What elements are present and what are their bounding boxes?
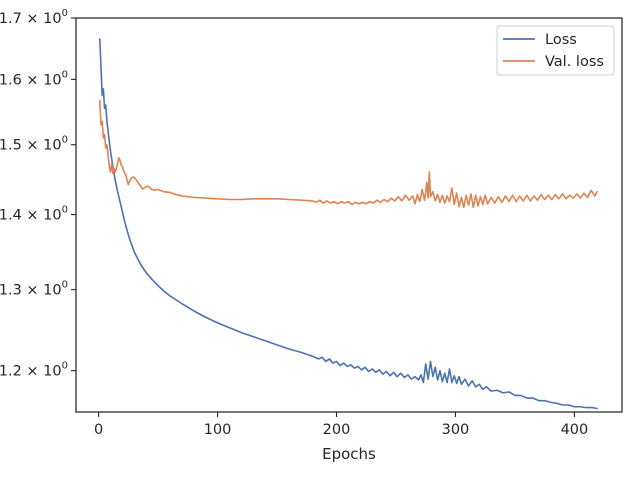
x-tick-label: 0: [94, 422, 103, 438]
y-tick-label-exponent: 0: [62, 69, 68, 80]
series-line-val-loss: [98, 99, 598, 209]
y-tick-label-exponent: 0: [62, 280, 68, 291]
y-tick-label-base: 1.4 × 10: [0, 208, 62, 224]
y-tick-label-base: 1.3 × 10: [0, 283, 62, 299]
y-tick-label-exponent: 0: [62, 135, 68, 146]
x-tick-label: 100: [204, 422, 232, 438]
y-tick-label-base: 1.5 × 10: [0, 138, 62, 154]
series-line-loss: [98, 38, 598, 410]
x-axis-label: Epochs: [322, 445, 376, 463]
y-tick-label: 1.6 × 100: [0, 69, 68, 88]
legend-label: Val. loss: [545, 54, 604, 70]
series-layer: [98, 38, 598, 410]
x-tick-label: 300: [442, 422, 470, 438]
y-tick-label-base: 1.6 × 10: [0, 72, 62, 88]
y-tick-label-exponent: 0: [62, 361, 68, 372]
legend: Loss Val. loss: [496, 25, 615, 76]
x-tick-label: 400: [561, 422, 589, 438]
y-tick-label: 1.3 × 100: [0, 280, 68, 299]
x-axis: 0 100 200 300 400: [94, 412, 588, 438]
x-tick-label: 200: [323, 422, 351, 438]
y-tick-label: 1.2 × 100: [0, 361, 68, 380]
y-tick-label-exponent: 0: [62, 8, 68, 19]
y-tick-label: 1.5 × 100: [0, 135, 68, 154]
y-tick-label-base: 1.7 × 10: [0, 11, 62, 27]
legend-label: Loss: [545, 32, 577, 48]
y-tick-label: 1.4 × 100: [0, 205, 68, 224]
y-tick-label-exponent: 0: [62, 205, 68, 216]
y-tick-label-base: 1.2 × 10: [0, 364, 62, 380]
y-tick-label: 1.7 × 100: [0, 8, 68, 27]
